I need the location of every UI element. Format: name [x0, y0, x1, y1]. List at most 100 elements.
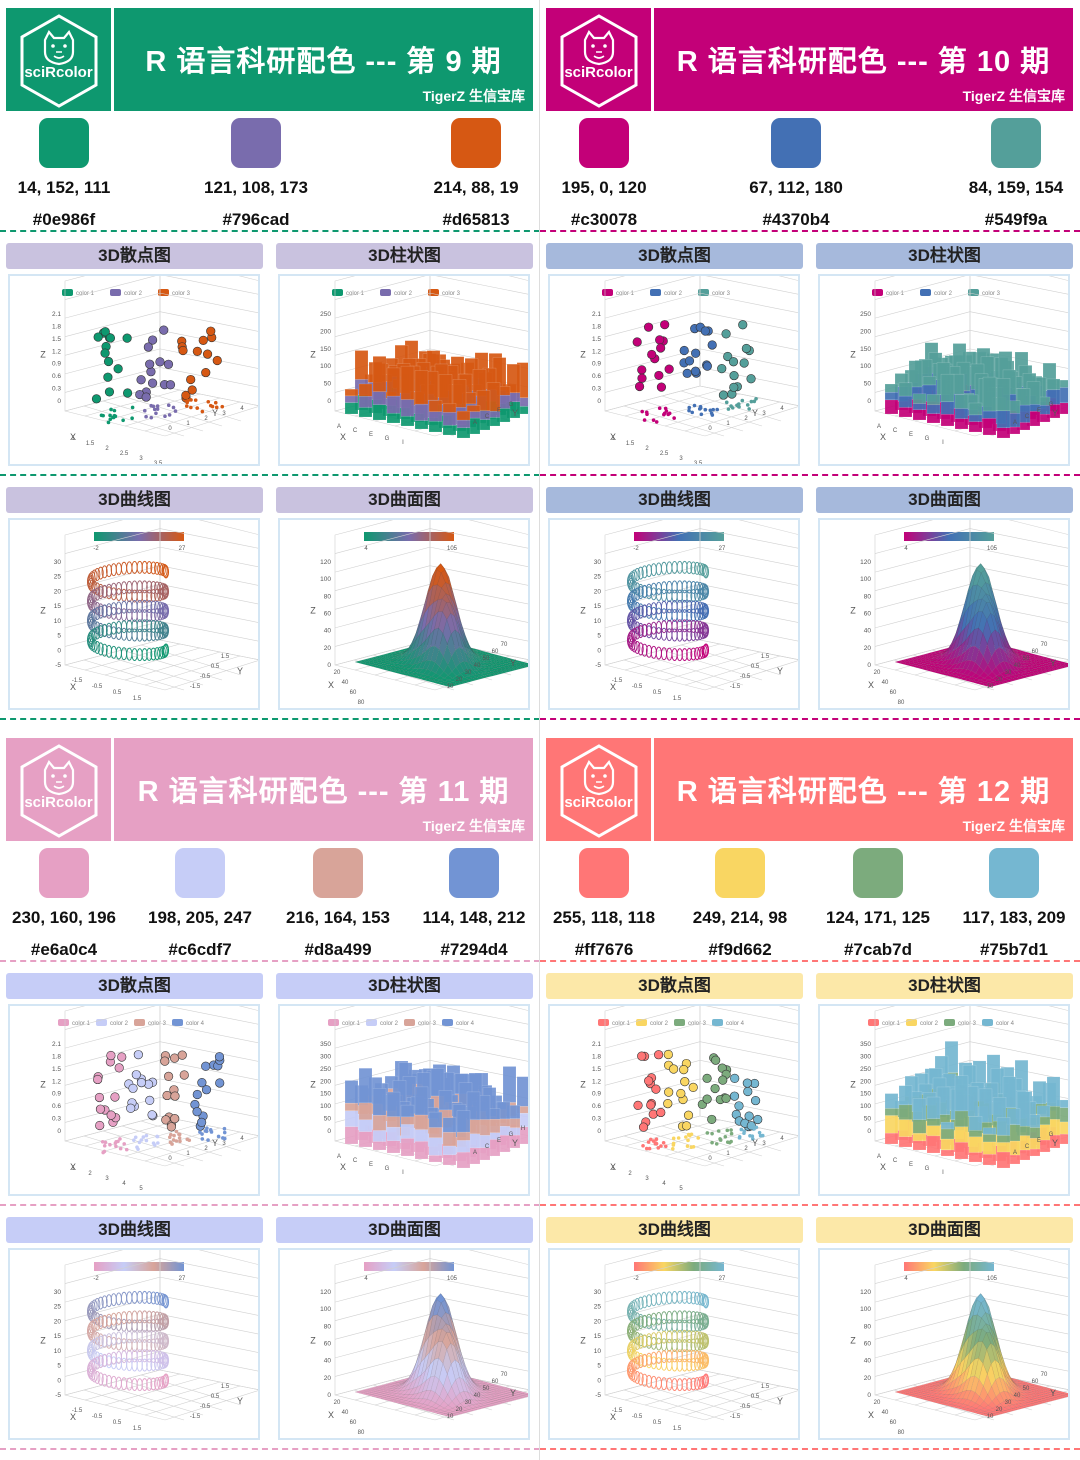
chart-card-surface: 4 105 120 100 80 60 40 20 0 Z 20 40 60 80 10 20 30 40 50 60…	[818, 1248, 1070, 1440]
grid-line	[604, 1006, 696, 1030]
bar-segment	[968, 421, 983, 433]
bar-segment	[428, 421, 443, 433]
scatter-point	[647, 349, 657, 360]
shadow-point	[725, 1140, 730, 1144]
grid-line	[604, 292, 701, 319]
grid-line	[699, 1313, 798, 1335]
scatter-point	[718, 1075, 728, 1085]
shadow-point	[724, 400, 729, 405]
shadow-point	[641, 1143, 645, 1148]
x-tick-label: 5	[139, 1186, 143, 1192]
shadow-point	[109, 407, 113, 412]
shadow-point	[210, 404, 215, 409]
bar-segment	[996, 1142, 1011, 1153]
x-tick-label: 3.5	[154, 461, 163, 464]
scatter-point	[669, 1064, 679, 1074]
grid-line	[334, 1258, 431, 1284]
z-axis-label: Z	[850, 350, 856, 360]
bar-segment	[940, 414, 955, 427]
legend-label: color 3	[712, 291, 731, 297]
logo-text: sciRcolor	[24, 64, 93, 81]
x-tick-label: I	[942, 1170, 944, 1176]
scatter-point	[741, 343, 751, 354]
bar-segment	[926, 404, 941, 414]
helix-ring	[146, 1319, 153, 1333]
chart-card-curve: -2 27 30 25 20 15 10 5 0 -5 Z -1.5 -0.5 0.5 1.5 1.5 0.5-…	[548, 1248, 800, 1440]
grid-line	[644, 1377, 741, 1406]
legend-swatch	[598, 1019, 609, 1026]
scatter-point	[136, 1078, 147, 1088]
z-tick-label: 30	[54, 559, 62, 566]
shadow-point	[686, 1132, 691, 1137]
wall-right	[699, 276, 798, 406]
helix-ring	[655, 1376, 662, 1390]
z-axis-label: Z	[580, 606, 586, 616]
y-tick-label: E	[497, 1138, 501, 1144]
surface-svg: 4 105120100806040200Z20406080102030405060…	[310, 520, 528, 706]
helix-ring	[671, 1291, 678, 1304]
bar-segment	[414, 1086, 429, 1116]
swatch-box	[449, 848, 499, 898]
y-axis-label: Y	[510, 658, 516, 668]
scatter-point	[655, 335, 665, 345]
helix-ring	[690, 561, 697, 575]
grid-line	[975, 276, 1068, 295]
helix-ring	[120, 600, 128, 614]
scatter-point	[170, 1114, 180, 1124]
grid-line	[664, 651, 761, 681]
bar-segment	[898, 1136, 913, 1148]
x-tick-label: 60	[350, 1420, 357, 1426]
grid-line	[435, 276, 528, 295]
dashed-divider	[0, 960, 540, 962]
helix-ring	[146, 1310, 153, 1324]
y-tick-label: 2	[744, 416, 748, 422]
z-tick-label: 0.3	[592, 1116, 601, 1123]
curve-svg: -2 27302520151050-5Z-1.5-0.50.51.51.50.5-…	[580, 1250, 798, 1432]
z-tick-label: 120	[320, 1289, 331, 1296]
bar-segment	[358, 383, 373, 397]
helix-ring	[154, 1330, 161, 1344]
shadow-point	[687, 408, 691, 413]
shadow-point	[747, 407, 751, 411]
z-tick-label: 1.8	[592, 1053, 601, 1060]
helix-ring	[690, 1310, 697, 1324]
helix-ring	[146, 1349, 153, 1363]
swatch-hex: #ff7676	[574, 940, 634, 959]
helix-ring	[131, 561, 138, 574]
helix-ring	[141, 628, 148, 642]
grid-line	[874, 292, 971, 319]
grid-line	[874, 602, 971, 629]
y-tick-label: G	[1049, 402, 1054, 408]
bar-segment	[1006, 1108, 1021, 1126]
grid-line	[699, 1276, 798, 1298]
bar-segment	[912, 1133, 927, 1142]
floor	[334, 639, 528, 691]
legend-label: color 2	[650, 1021, 669, 1027]
helix-ring	[150, 1377, 157, 1391]
scatter-point	[682, 368, 692, 378]
surface-facet	[1050, 1397, 1061, 1401]
surface-facet	[503, 1399, 513, 1403]
logo-text: sciRcolor	[564, 64, 633, 81]
z-tick-label: 40	[864, 1358, 872, 1365]
grid-line	[64, 602, 161, 629]
dashed-divider	[0, 1204, 540, 1206]
grid-line	[334, 292, 431, 319]
helix-ring	[136, 580, 143, 594]
legend-swatch	[110, 289, 121, 296]
axis-frame	[64, 1250, 258, 1421]
shadow-point	[742, 1131, 746, 1136]
helix-ring	[645, 622, 653, 636]
z-tick-label: 0	[597, 1128, 601, 1135]
y-tick-label: 1.5	[221, 1384, 230, 1390]
x-tick-label: -1.5	[72, 1408, 83, 1414]
z-tick-label: 15	[54, 603, 62, 610]
swatch-rgb: 230, 160, 196	[12, 908, 116, 927]
grid-line	[874, 329, 971, 356]
z-tick-label: 1.5	[52, 1066, 61, 1073]
scatter-point	[179, 1070, 189, 1080]
x-tick-label: 40	[882, 680, 889, 686]
z-tick-label: 300	[320, 1053, 331, 1060]
bar-segment	[940, 373, 955, 402]
scatter-point	[100, 327, 110, 337]
